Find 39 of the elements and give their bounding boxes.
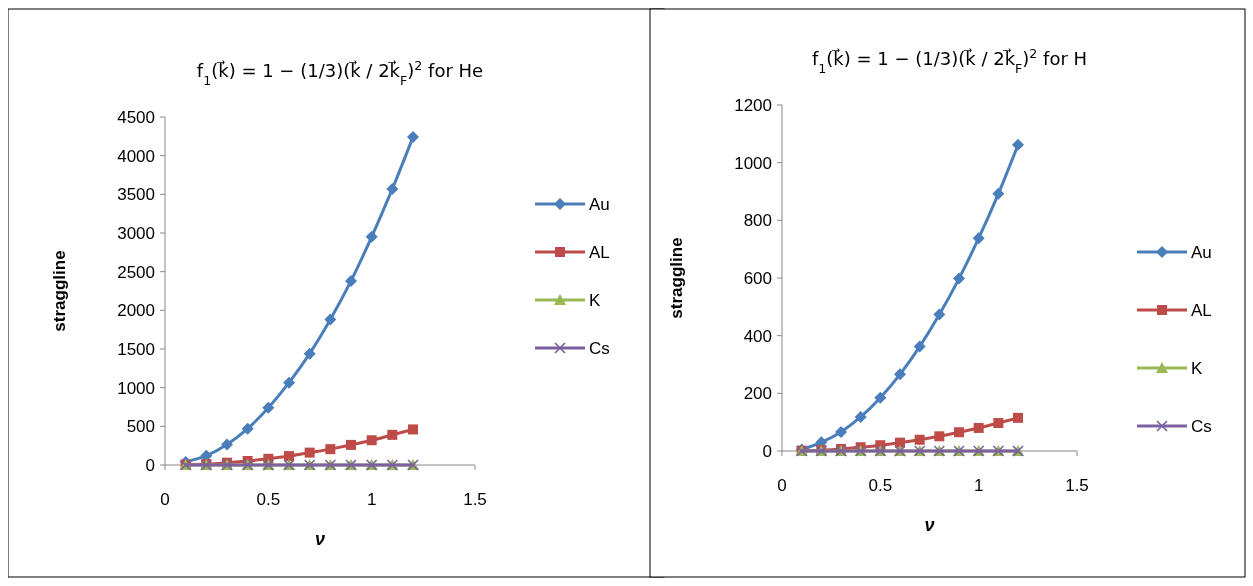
x-tick-label: 0 — [777, 476, 787, 495]
x-tick-label: 0.5 — [256, 490, 281, 509]
chart-title: f$_{1}$(k⃗) = 1 − (1/3)(k⃗ / 2k⃗$_{F}$)$^{2}$ for He — [196, 57, 484, 88]
y-axis-title: straggline — [50, 250, 69, 332]
y-tick-label: 4000 — [117, 146, 155, 166]
y-tick-label: 400 — [743, 326, 772, 346]
x-tick-label: 0.5 — [868, 476, 893, 495]
y-tick-label: 4500 — [117, 107, 155, 127]
y-tick-label: 2000 — [117, 301, 155, 321]
x-tick-label: 0 — [160, 490, 170, 509]
y-tick-label: 0 — [145, 455, 155, 475]
y-tick-label: 500 — [126, 417, 155, 437]
legend-label: Au — [1191, 242, 1212, 262]
x-tick-label: 1 — [973, 476, 984, 495]
legend-label: K — [1191, 358, 1203, 378]
x-tick-label: 1 — [366, 490, 377, 509]
legend-label: AL — [589, 242, 610, 262]
legend-label: Cs — [1191, 416, 1212, 436]
legend-label: AL — [1191, 300, 1212, 320]
y-tick-label: 600 — [743, 268, 772, 288]
y-tick-label: 200 — [743, 384, 772, 404]
y-tick-label: 0 — [762, 441, 772, 461]
y-axis-title: straggline — [667, 237, 686, 319]
legend-label: K — [589, 290, 601, 310]
x-axis-title: ν — [314, 529, 326, 549]
y-tick-label: 1000 — [117, 378, 155, 398]
x-tick-label: 1.5 — [1065, 476, 1089, 495]
y-tick-label: 1200 — [734, 95, 772, 115]
y-tick-label: 1500 — [117, 339, 155, 359]
chart-title: f$_{1}$(k⃗) = 1 − (1/3)(k⃗ / 2k⃗$_{F}$)$^{2}$ for H — [811, 45, 1088, 76]
y-tick-label: 1000 — [734, 153, 772, 173]
legend-label: Cs — [589, 338, 610, 358]
x-axis-title: ν — [924, 515, 935, 535]
y-tick-label: 3500 — [117, 185, 155, 205]
x-tick-label: 1.5 — [463, 490, 487, 509]
legend-label: Au — [589, 194, 610, 214]
y-tick-label: 800 — [743, 211, 772, 231]
y-tick-label: 3000 — [117, 223, 155, 243]
y-tick-label: 2500 — [117, 262, 155, 282]
